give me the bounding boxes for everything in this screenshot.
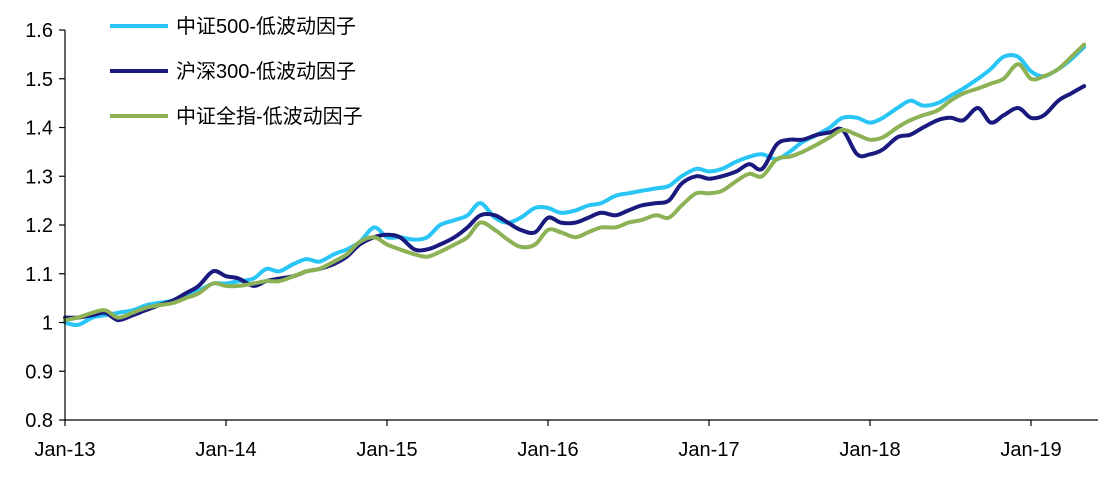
series-line-csi-all-low-vol <box>63 42 1087 323</box>
y-tick-label: 1.5 <box>25 69 53 91</box>
legend-label-csi-all-low-vol: 中证全指-低波动因子 <box>176 105 363 128</box>
x-tick-label: Jan-13 <box>34 439 95 461</box>
y-tick-label: 1.4 <box>25 118 53 140</box>
x-tick-label: Jan-17 <box>678 439 739 461</box>
axes: 0.8 0.9 1 1.1 1.2 1.3 1.4 1.5 1.6 Jan-13 Jan-14 Jan… <box>25 20 1098 461</box>
y-tick-label: 1.6 <box>25 20 53 42</box>
y-tick-label: 1.3 <box>25 166 53 188</box>
series-layer <box>63 42 1087 328</box>
y-tick-label: 0.9 <box>25 361 53 383</box>
y-tick-label: 1.2 <box>25 215 53 237</box>
legend-label-hs300-low-vol: 沪深300-低波动因子 <box>176 60 356 83</box>
x-tick-label: Jan-18 <box>839 439 900 461</box>
y-tick-label: 0.8 <box>25 410 53 432</box>
legend-label-csi500-low-vol: 中证500-低波动因子 <box>176 15 356 38</box>
x-tick-label: Jan-15 <box>356 439 417 461</box>
x-tick-label: Jan-19 <box>1000 439 1061 461</box>
x-tick-label: Jan-16 <box>517 439 578 461</box>
x-tick-label: Jan-14 <box>195 439 256 461</box>
y-tick-label: 1.1 <box>25 264 53 286</box>
series-line-hs300-low-vol <box>63 84 1087 323</box>
y-tick-label: 1 <box>42 313 53 335</box>
series-line-csi500-low-vol <box>63 45 1087 328</box>
